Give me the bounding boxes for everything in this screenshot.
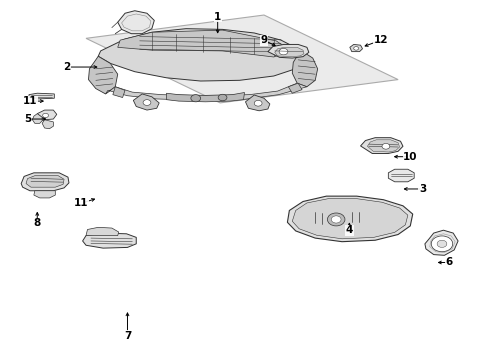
Polygon shape xyxy=(105,83,306,100)
Circle shape xyxy=(381,143,389,149)
Circle shape xyxy=(330,216,340,223)
Circle shape xyxy=(353,46,358,50)
Polygon shape xyxy=(288,83,302,93)
Circle shape xyxy=(279,48,287,55)
Text: 5: 5 xyxy=(24,114,31,124)
Polygon shape xyxy=(387,169,413,182)
Circle shape xyxy=(190,95,200,102)
Polygon shape xyxy=(292,199,407,239)
Circle shape xyxy=(42,113,48,118)
Polygon shape xyxy=(366,140,399,152)
Polygon shape xyxy=(287,196,412,242)
Circle shape xyxy=(327,213,344,226)
Text: 4: 4 xyxy=(345,225,352,235)
Circle shape xyxy=(143,100,151,105)
Polygon shape xyxy=(86,227,119,235)
Polygon shape xyxy=(245,95,269,111)
Text: 7: 7 xyxy=(123,331,131,341)
Text: 8: 8 xyxy=(34,218,41,228)
Polygon shape xyxy=(86,15,397,103)
Polygon shape xyxy=(113,87,125,98)
Circle shape xyxy=(254,100,262,106)
Polygon shape xyxy=(166,93,244,102)
Polygon shape xyxy=(29,93,54,99)
Text: 3: 3 xyxy=(418,184,425,194)
Polygon shape xyxy=(32,114,42,123)
Polygon shape xyxy=(360,138,402,153)
Text: 6: 6 xyxy=(445,257,452,267)
Polygon shape xyxy=(42,120,53,129)
Polygon shape xyxy=(292,50,317,87)
Polygon shape xyxy=(267,44,308,58)
Polygon shape xyxy=(88,56,118,94)
Polygon shape xyxy=(424,230,457,255)
Polygon shape xyxy=(118,30,290,57)
Polygon shape xyxy=(26,176,64,187)
Polygon shape xyxy=(82,233,136,248)
Polygon shape xyxy=(274,47,304,57)
Polygon shape xyxy=(349,44,362,51)
Text: 9: 9 xyxy=(260,35,267,45)
Text: 12: 12 xyxy=(373,35,387,45)
Polygon shape xyxy=(34,191,55,198)
Text: 11: 11 xyxy=(74,198,88,208)
Polygon shape xyxy=(21,173,69,191)
Text: 1: 1 xyxy=(214,12,221,22)
Circle shape xyxy=(218,94,226,101)
Circle shape xyxy=(430,236,452,252)
Text: 11: 11 xyxy=(22,96,37,106)
Text: 2: 2 xyxy=(63,62,70,72)
Polygon shape xyxy=(133,94,159,110)
Polygon shape xyxy=(37,110,57,120)
Circle shape xyxy=(436,240,446,247)
Polygon shape xyxy=(98,29,305,81)
Text: 10: 10 xyxy=(402,152,417,162)
Polygon shape xyxy=(118,11,154,34)
